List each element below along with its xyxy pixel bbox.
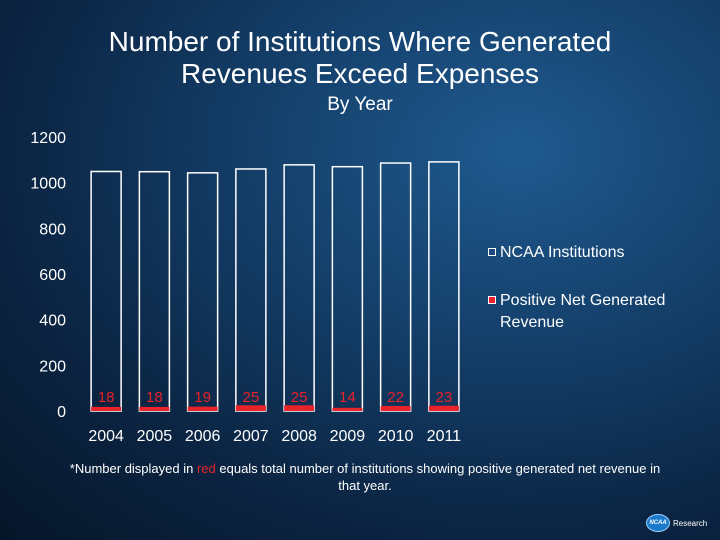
logo-research-text: Research — [673, 518, 708, 528]
data-label: 23 — [436, 389, 453, 406]
footnote-prefix: *Number displayed in — [69, 461, 197, 476]
legend-swatch-red — [488, 296, 496, 304]
x-tick-label: 2008 — [281, 428, 317, 445]
y-tick-label: 600 — [39, 267, 66, 284]
y-tick-label: 800 — [39, 221, 66, 238]
data-label: 25 — [243, 389, 260, 406]
legend-label-positive: Positive Net Generated Revenue — [500, 292, 666, 331]
legend-item-ncaa: NCAA Institutions — [488, 242, 625, 264]
bar-positive-revenue — [235, 405, 266, 411]
data-label: 18 — [146, 389, 163, 406]
x-tick-label: 2007 — [233, 428, 269, 445]
ncaa-badge: NCAA — [646, 514, 670, 532]
x-tick-label: 2010 — [378, 428, 414, 445]
x-tick-label: 2011 — [427, 428, 462, 445]
data-label: 25 — [291, 389, 308, 406]
footnote-highlight: red — [196, 461, 216, 476]
bar-ncaa-institutions — [235, 168, 267, 412]
chart-title-line1: Number of Institutions Where Generated — [108, 26, 612, 57]
chart-subtitle: By Year — [327, 94, 393, 115]
bar-positive-revenue — [380, 405, 411, 411]
footnote: *Number displayed in red equals total nu… — [60, 460, 670, 494]
bar-ncaa-institutions — [283, 164, 315, 412]
legend-swatch-white — [488, 248, 496, 256]
bar-ncaa-institutions — [186, 172, 219, 412]
bar-ncaa-institutions — [331, 165, 364, 412]
bar-positive-revenue — [91, 406, 122, 411]
bar-positive-revenue — [139, 406, 170, 411]
y-tick-label: 1200 — [30, 130, 66, 147]
footnote-suffix: equals total number of institutions show… — [215, 461, 661, 493]
data-label: 18 — [98, 389, 115, 406]
bar-ncaa-institutions — [428, 161, 460, 412]
x-tick-label: 2009 — [330, 428, 366, 445]
bar-chart: 0 200 400 600 800 1000 1200 18 2004 18 2005 19 2006 2… — [30, 130, 462, 445]
ncaa-research-logo: NCAA Research — [646, 514, 707, 532]
data-label: 19 — [194, 389, 211, 406]
y-tick-label: 0 — [57, 404, 66, 421]
chart-title: Number of Institutions Where Generated R… — [0, 26, 720, 90]
x-tick-label: 2005 — [137, 428, 173, 445]
bar-ncaa-institutions — [90, 170, 122, 412]
legend-label-ncaa: NCAA Institutions — [500, 244, 625, 261]
bar-positive-revenue — [428, 405, 459, 411]
y-tick-label: 1000 — [30, 176, 66, 193]
data-label: 22 — [387, 389, 404, 406]
legend-item-positive: Positive Net Generated Revenue — [488, 290, 708, 334]
chart-title-line2: Revenues Exceed Expenses — [181, 58, 539, 89]
bar-positive-revenue — [332, 407, 363, 411]
x-tick-label: 2006 — [185, 428, 221, 445]
bar-positive-revenue — [284, 405, 315, 411]
data-label: 14 — [339, 389, 356, 406]
y-tick-label: 400 — [39, 313, 66, 330]
bar-positive-revenue — [187, 406, 218, 411]
x-tick-label: 2004 — [88, 428, 124, 445]
y-tick-label: 200 — [39, 358, 66, 375]
bar-ncaa-institutions — [138, 170, 171, 412]
bar-ncaa-institutions — [379, 162, 412, 412]
